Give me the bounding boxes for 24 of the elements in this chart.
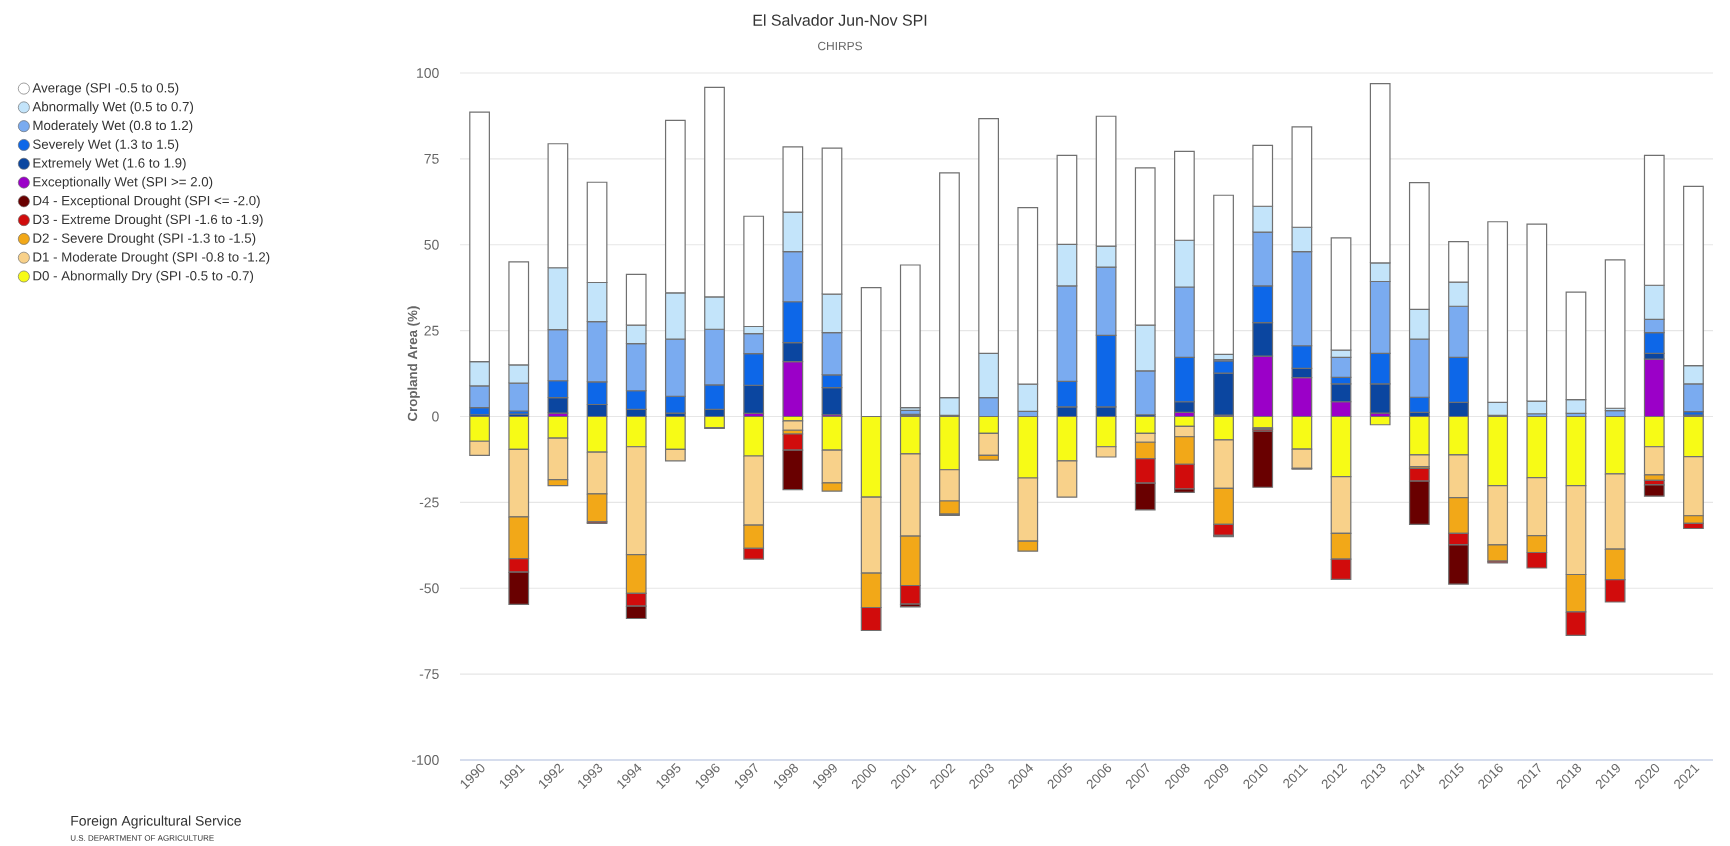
legend-label: D0 - Abnormally Dry (SPI -0.5 to -0.7)	[33, 270, 254, 284]
y-axis-title: Cropland Area (%)	[407, 306, 420, 421]
legend-label: D4 - Exceptional Drought (SPI <= -2.0)	[33, 195, 260, 208]
y-tick-label: 100	[417, 68, 439, 78]
legend-label: Moderately Wet (0.8 to 1.2)	[33, 120, 193, 133]
text: Foreign Agricultural Service	[71, 815, 241, 829]
legend-label: Severely Wet (1.3 to 1.5)	[33, 139, 179, 152]
y-tick-label: -50	[419, 583, 439, 594]
y-tick-label: 50	[424, 239, 439, 250]
y-tick-label: -100	[412, 755, 439, 765]
legend-label: D2 - Severe Drought (SPI -1.3 to -1.5)	[33, 233, 256, 246]
legend-label: Exceptionally Wet (SPI >= 2.0)	[33, 176, 213, 190]
legend-label: D3 - Extreme Drought (SPI -1.6 to -1.9)	[33, 214, 263, 227]
legend-label: Abnormally Wet (0.5 to 0.7)	[32, 101, 194, 114]
y-tick-label: 0	[432, 411, 439, 422]
y-tick-label: -25	[419, 497, 439, 508]
legend-label: Average (SPI -0.5 to 0.5)	[32, 82, 179, 96]
legend-label: D1 - Moderate Drought (SPI -0.8 to -1.2)	[33, 251, 270, 265]
chart-subtitle: CHIRPS	[818, 41, 863, 51]
chart-title: El Salvador Jun-Nov SPI	[753, 14, 927, 26]
y-tick-label: 75	[424, 154, 439, 164]
y-tick-label: 25	[424, 325, 439, 336]
y-tick-label: -75	[419, 669, 439, 679]
legend-label: Extremely Wet (1.6 to 1.9)	[33, 157, 186, 171]
